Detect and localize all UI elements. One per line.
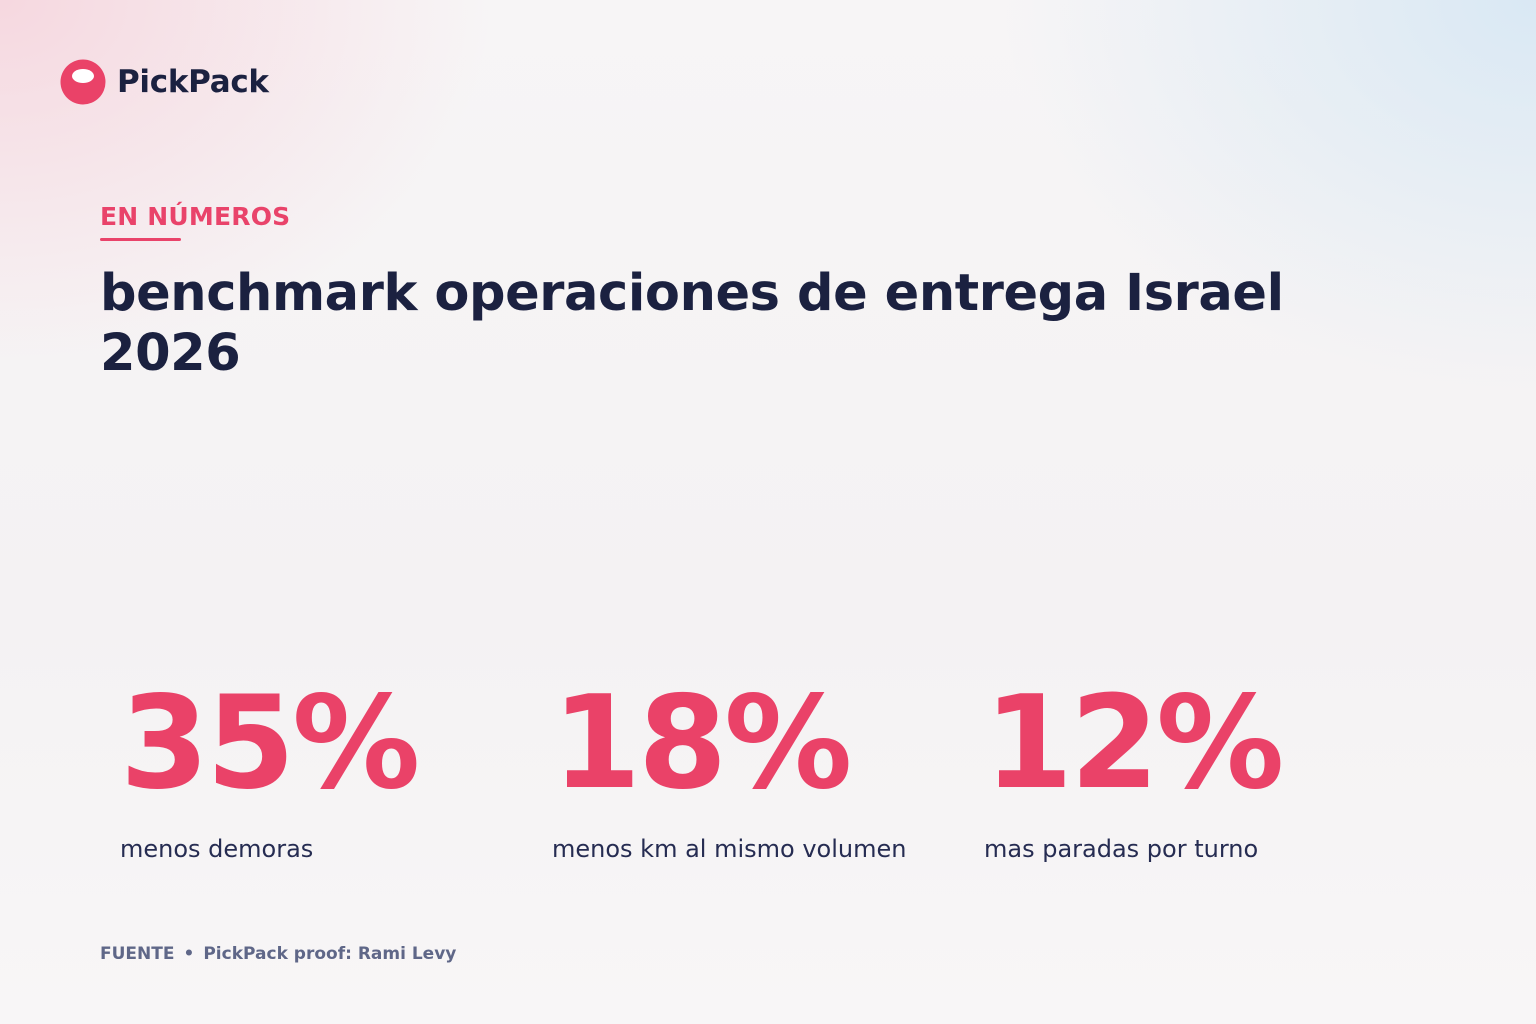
stat-label: menos demoras xyxy=(120,835,314,863)
source-note: FUENTE • PickPack proof: Rami Levy xyxy=(100,944,456,964)
stat-label: menos km al mismo volumen xyxy=(552,835,907,863)
stat-value: 35% xyxy=(120,669,420,818)
stat-card: 18% menos km al mismo volumen xyxy=(552,669,907,864)
eyebrow-underline xyxy=(100,238,181,241)
section-eyebrow: EN NÚMEROS xyxy=(100,202,291,231)
brand-name: PickPack xyxy=(117,64,269,100)
stat-label: mas paradas por turno xyxy=(984,835,1259,863)
source-label: FUENTE xyxy=(100,944,175,964)
stat-value: 12% xyxy=(984,669,1284,818)
source-text: PickPack proof: Rami Levy xyxy=(203,944,457,964)
stat-value: 18% xyxy=(552,669,852,818)
source-separator: • xyxy=(183,944,195,964)
stat-card: 35% menos demoras xyxy=(120,669,420,864)
pickpack-logo-icon xyxy=(60,59,106,105)
page-title: benchmark operaciones de entrega Israel … xyxy=(100,264,1284,383)
stat-card: 12% mas paradas por turno xyxy=(984,669,1284,864)
brand-logo[interactable]: PickPack xyxy=(60,59,269,105)
